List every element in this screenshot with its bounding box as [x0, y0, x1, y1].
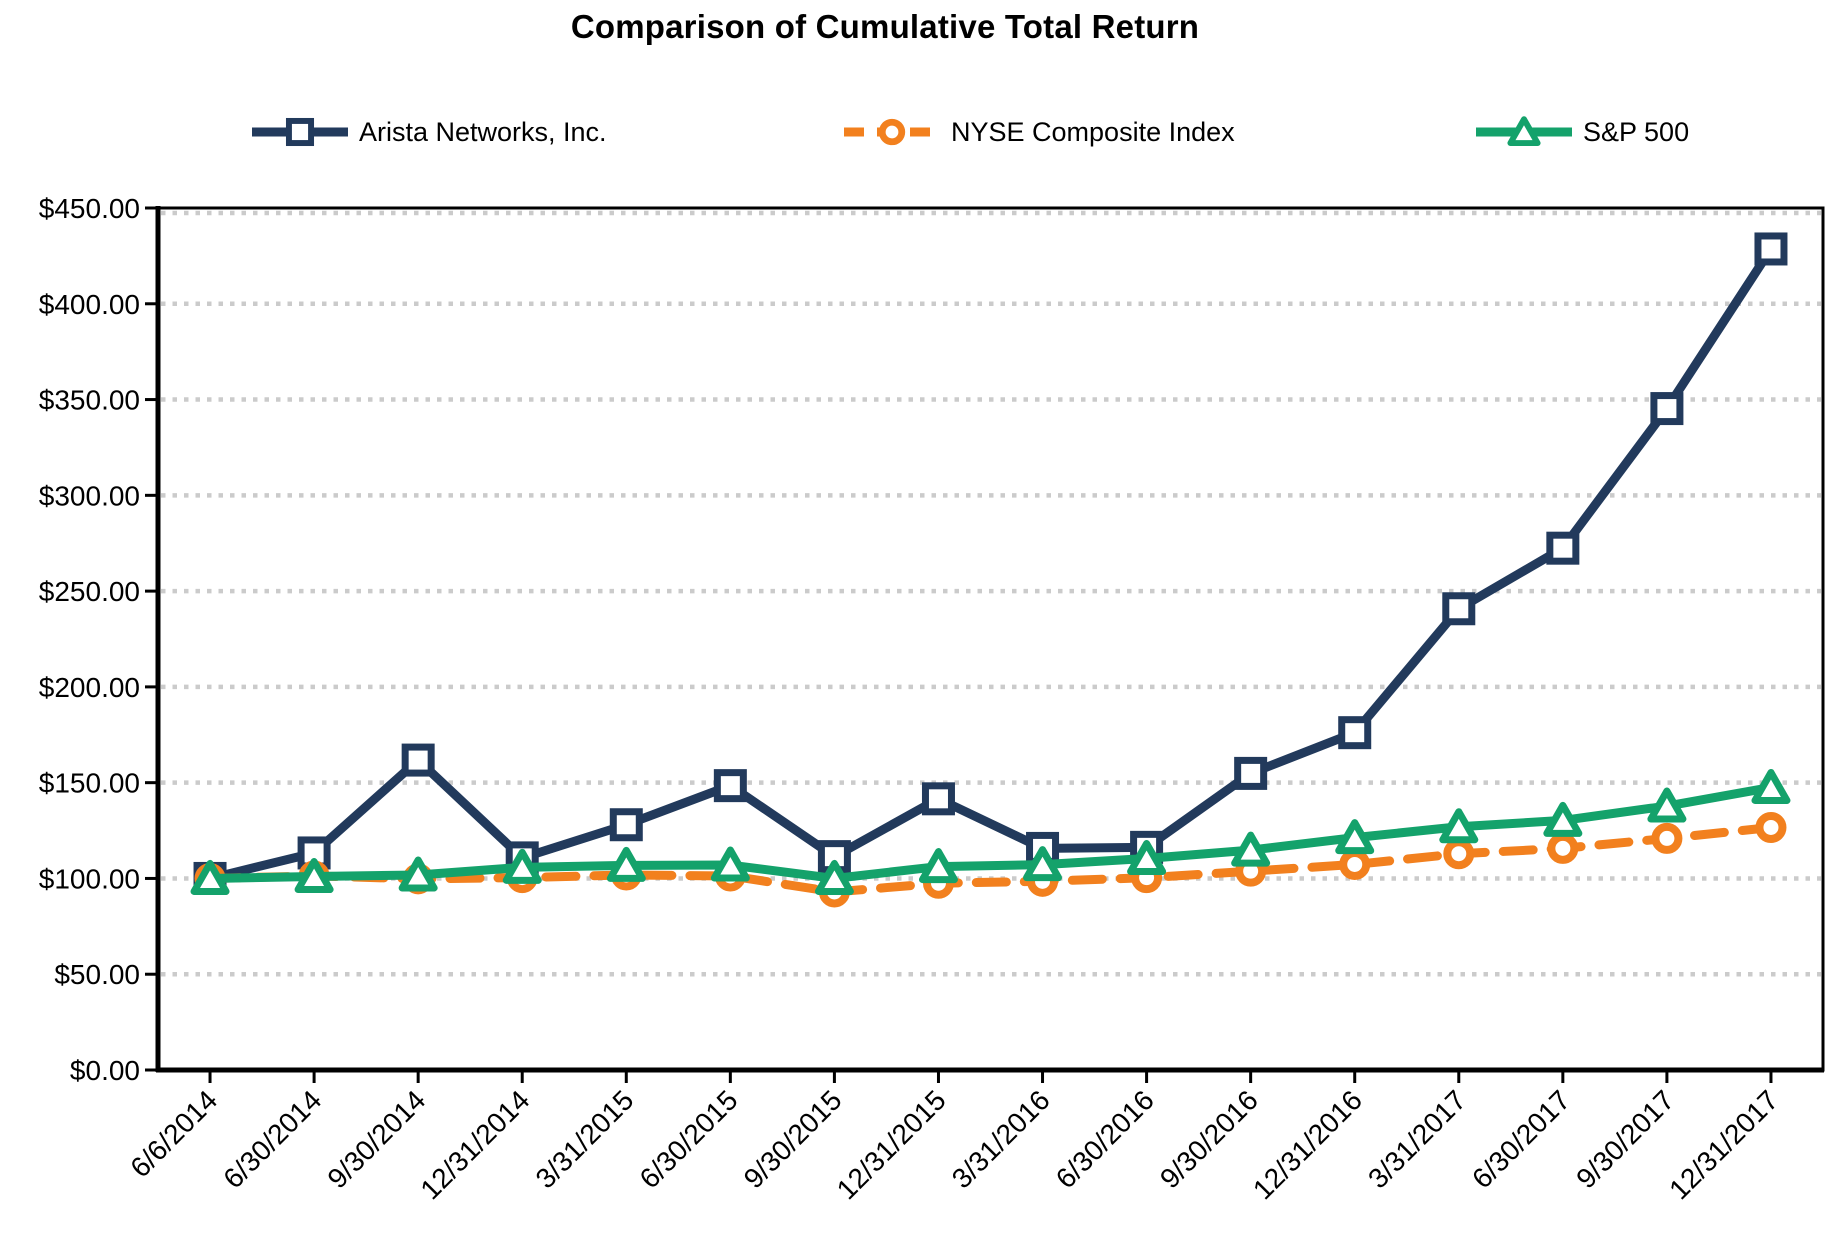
square-marker — [713, 769, 747, 803]
y-axis-label: $100.00 — [39, 863, 140, 894]
y-axis-label: $0.00 — [70, 1055, 140, 1086]
legend-label: Arista Networks, Inc. — [359, 116, 607, 147]
triangle-marker — [606, 846, 646, 882]
x-axis-label: 6/30/2017 — [1466, 1084, 1576, 1194]
triangle-marker — [1127, 840, 1167, 876]
x-axis-label: 9/30/2016 — [1154, 1084, 1264, 1194]
x-axis-label: 6/30/2015 — [634, 1084, 744, 1194]
series-line-1 — [205, 244, 1776, 883]
square-marker — [1234, 756, 1268, 790]
chart-title: Comparison of Cumulative Total Return — [570, 8, 1200, 45]
triangle-marker — [502, 848, 542, 884]
square-marker — [1338, 716, 1372, 750]
legend-item-2: NYSE Composite Index — [842, 112, 1235, 152]
circle-marker — [1547, 832, 1579, 864]
x-axis-label: 12/31/2017 — [1663, 1084, 1784, 1205]
circle-marker — [1443, 838, 1475, 870]
triangle-marker — [1231, 831, 1271, 867]
square-marker — [1546, 531, 1580, 565]
x-axis-label: 12/31/2015 — [831, 1084, 952, 1205]
triangle-marker — [1543, 801, 1583, 837]
legend-item-3: S&P 500 — [1474, 112, 1689, 152]
legend-label: S&P 500 — [1583, 116, 1690, 147]
x-axis-label: 6/6/2014 — [124, 1084, 223, 1183]
x-axis-label: 3/31/2016 — [946, 1084, 1056, 1194]
y-axis-label: $200.00 — [39, 672, 140, 703]
triangle-marker — [918, 848, 958, 884]
x-axis-label: 3/31/2017 — [1362, 1084, 1472, 1194]
square-legend-icon — [252, 117, 348, 147]
y-axis-label: $250.00 — [39, 576, 140, 607]
circle-marker — [1651, 822, 1683, 854]
y-axis-label: $400.00 — [39, 289, 140, 320]
y-axis-label: $50.00 — [54, 959, 140, 990]
triangle-marker — [814, 859, 854, 895]
legend: Arista Networks, Inc. NYSE Composite Inde… — [0, 112, 1832, 152]
y-axis-label: $300.00 — [39, 480, 140, 511]
legend-label: NYSE Composite Index — [951, 116, 1235, 147]
triangle-legend-icon — [1476, 116, 1572, 147]
triangle-marker — [1439, 808, 1479, 844]
square-marker — [401, 743, 435, 777]
circle-marker — [1339, 848, 1371, 880]
x-axis-label: 6/30/2016 — [1050, 1084, 1160, 1194]
triangle-marker — [1335, 819, 1375, 855]
triangle-marker — [1647, 787, 1687, 823]
circle-marker — [1755, 811, 1787, 843]
triangle-marker — [190, 859, 230, 895]
triangle-marker — [1751, 768, 1791, 804]
y-axis-label: $350.00 — [39, 385, 140, 416]
plot-border — [156, 206, 1825, 1072]
x-axis-label: 12/31/2014 — [414, 1084, 535, 1205]
x-axis-label: 9/30/2014 — [321, 1084, 431, 1194]
square-marker — [1442, 592, 1476, 626]
square-marker — [921, 782, 955, 816]
square-marker — [609, 808, 643, 842]
x-axis-label: 9/30/2017 — [1570, 1084, 1680, 1194]
triangle-marker — [1507, 116, 1541, 147]
triangle-marker — [710, 846, 750, 882]
legend-item-1: Arista Networks, Inc. — [250, 112, 607, 152]
x-axis-label: 12/31/2016 — [1247, 1084, 1368, 1205]
series-line-2 — [205, 822, 1776, 897]
square-marker — [1650, 392, 1684, 426]
x-axis-label: 9/30/2015 — [738, 1084, 848, 1194]
y-axis-label: $450.00 — [39, 193, 140, 224]
x-axis-label: 3/31/2015 — [530, 1084, 640, 1194]
series-line-3 — [205, 782, 1776, 883]
circle-legend-icon — [844, 118, 940, 146]
triangle-marker — [398, 856, 438, 892]
square-marker — [1754, 232, 1788, 266]
x-axis-label: 6/30/2014 — [217, 1084, 327, 1194]
triangle-marker — [1023, 846, 1063, 882]
triangle-marker — [294, 858, 334, 894]
square-marker — [285, 117, 315, 147]
y-axis-label: $150.00 — [39, 768, 140, 799]
circle-marker — [878, 118, 906, 146]
